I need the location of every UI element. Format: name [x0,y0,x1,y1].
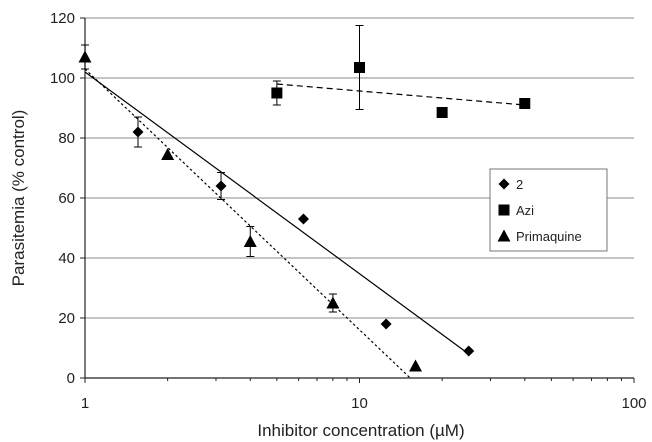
y-tick-label-80: 80 [58,130,75,147]
axes [80,17,635,383]
y-axis-label: Parasitemia (% control) [9,110,28,287]
point-primaquine-1 [161,148,175,161]
point-primaquine-0 [78,50,92,63]
y-tick-label-0: 0 [67,370,75,387]
trendlines [84,68,525,379]
gridlines [85,17,634,319]
trendline-azi [276,83,525,106]
point-primaquine-4 [409,359,423,372]
trendline-2 [84,71,470,355]
legend-marker-primaquine [497,229,511,242]
y-tick-label-20: 20 [58,310,75,327]
point-primaquine-3 [326,296,340,309]
y-tick-label-40: 40 [58,250,75,267]
point-primaquine-2 [243,235,257,248]
legend-label-2: 2 [516,177,523,192]
point-azi-1 [354,62,365,73]
x-tick-label-10: 10 [351,395,368,412]
x-tick-label-100: 100 [621,395,646,412]
point-2-1 [215,180,227,192]
point-azi-0 [271,87,283,99]
x-axis-label: Inhibitor concentration (µM) [257,421,464,440]
point-azi-2 [436,107,448,118]
x-tick-label-1: 1 [81,395,89,412]
y-tick-label-60: 60 [58,190,75,207]
point-2-3 [380,318,392,330]
legend-marker-2 [498,178,510,190]
y-tick-label-100: 100 [50,70,75,87]
legend-marker-azi [498,204,510,216]
y-tick-label-120: 120 [50,10,75,27]
point-2-4 [463,345,475,357]
point-2-0 [132,126,144,138]
point-2-2 [297,213,309,225]
legend-label-primaquine: Primaquine [516,229,582,244]
legend: 2 Azi Primaquine [489,168,608,252]
legend-label-azi: Azi [516,203,534,218]
data-markers [78,50,531,372]
point-azi-3 [519,98,531,109]
